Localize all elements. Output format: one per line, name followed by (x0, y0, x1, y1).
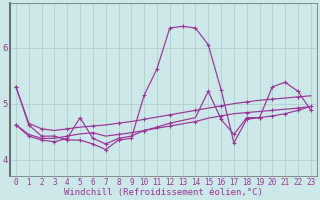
X-axis label: Windchill (Refroidissement éolien,°C): Windchill (Refroidissement éolien,°C) (64, 188, 263, 197)
